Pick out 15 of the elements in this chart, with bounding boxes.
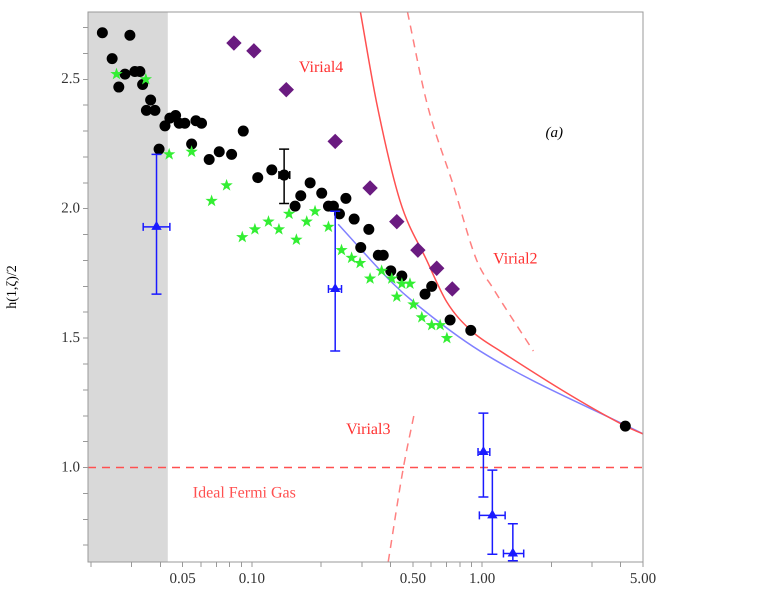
x-tick-label: 0.50 bbox=[400, 570, 426, 587]
y-tick-label: 2.5 bbox=[61, 71, 80, 88]
y-tick-label: 1.5 bbox=[61, 330, 80, 346]
annotation: Virial4 bbox=[298, 58, 344, 76]
y-axis-title: h(1,ζ)/2 bbox=[5, 265, 20, 309]
annotation: (a) bbox=[545, 124, 563, 141]
y-tick-label: 2.0 bbox=[61, 200, 80, 217]
x-tick-label: 0.10 bbox=[238, 570, 266, 587]
x-tick-label: 5.00 bbox=[630, 570, 656, 587]
y-tick-label: 1.0 bbox=[61, 459, 80, 476]
x-tick-label: 1.00 bbox=[468, 570, 496, 587]
annotation: Virial2 bbox=[493, 250, 538, 268]
ref-line-label: Ideal Fermi Gas bbox=[192, 484, 296, 502]
x-tick-label: 0.05 bbox=[170, 570, 196, 587]
annotation: Virial3 bbox=[346, 421, 390, 438]
